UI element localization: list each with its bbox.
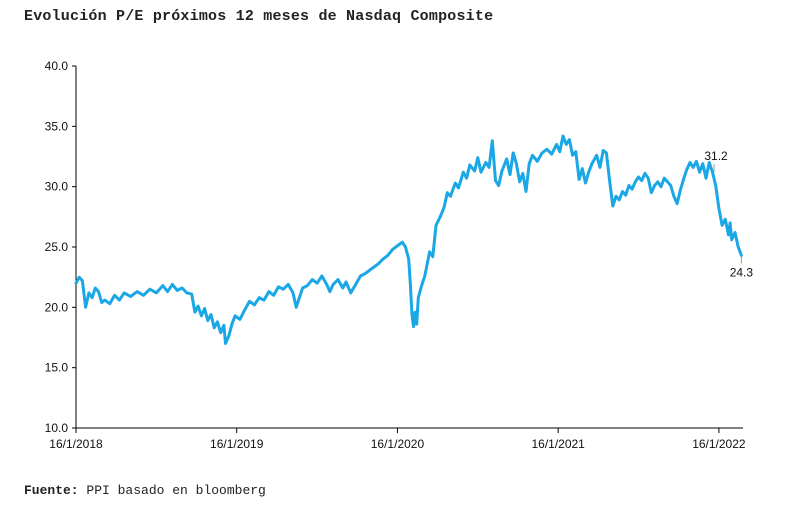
y-axis: 10.0 15.0 20.0 25.0 30.0 35.0 40.0 [45,59,77,435]
y-tick-label: 40.0 [45,59,69,73]
series-line [74,134,743,345]
chart-title: Evolución P/E próximos 12 meses de Nasda… [24,8,494,25]
source-label: Fuente: [24,483,79,498]
y-tick-label: 15.0 [45,361,69,375]
annotations: 31.2 24.3 [704,149,753,279]
x-tick-label: 16/1/2021 [531,437,585,451]
x-tick-label: 16/1/2019 [210,437,264,451]
data-label: 24.3 [730,265,754,279]
series-group [74,134,743,345]
y-tick-label: 30.0 [45,180,69,194]
x-tick-label: 16/1/2020 [371,437,425,451]
x-tick-label: 16/1/2018 [49,437,103,451]
y-tick-label: 10.0 [45,421,69,435]
y-tick-label: 20.0 [45,300,69,314]
source-text: PPI basado en bloomberg [86,483,266,498]
x-axis: 16/1/2018 16/1/2019 16/1/2020 16/1/2021 16/1… [49,427,746,451]
y-tick-label: 25.0 [45,240,69,254]
y-tick-label: 35.0 [45,119,69,133]
data-label: 31.2 [704,149,728,163]
source-note: Fuente: PPI basado en bloomberg [24,483,266,498]
x-tick-label: 16/1/2022 [692,437,746,451]
